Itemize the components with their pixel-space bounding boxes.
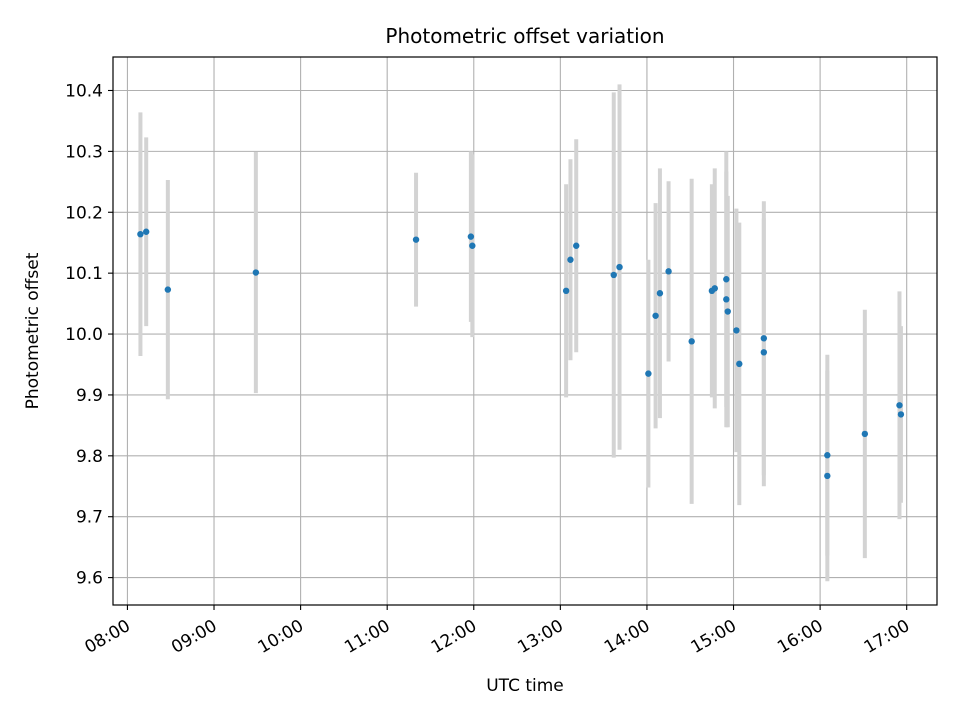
- y-tick-label: 10.1: [65, 264, 103, 284]
- y-tick-label: 9.7: [76, 508, 103, 528]
- data-point: [567, 256, 574, 263]
- data-point: [645, 370, 652, 377]
- data-point: [723, 276, 730, 283]
- data-point: [616, 263, 623, 271]
- data-point: [896, 402, 903, 409]
- data-point: [652, 312, 659, 319]
- data-point: [897, 411, 905, 418]
- data-point: [861, 430, 869, 438]
- data-point: [573, 242, 580, 249]
- x-axis-label: UTC time: [486, 676, 564, 696]
- data-point: [711, 285, 718, 292]
- data-point: [164, 286, 172, 293]
- data-point: [469, 242, 476, 249]
- data-point: [562, 287, 570, 295]
- chart-title: Photometric offset variation: [385, 24, 664, 48]
- data-point: [733, 327, 740, 334]
- y-axis: 9.6 9.7 9.8 9.9 10.0 10.1 10.2 10.3 10.4: [65, 81, 113, 589]
- data-point: [665, 268, 672, 275]
- data-point: [760, 335, 768, 342]
- y-tick-label: 10.0: [65, 325, 103, 345]
- y-tick-label: 10.3: [65, 142, 103, 162]
- data-point: [610, 271, 617, 279]
- data-point: [656, 290, 664, 297]
- data-point: [252, 269, 260, 276]
- y-tick-label: 9.8: [76, 447, 103, 467]
- data-point: [467, 233, 475, 240]
- data-point: [137, 230, 144, 238]
- data-point: [824, 472, 831, 480]
- plot-frame: [112, 56, 938, 606]
- y-axis-label: Photometric offset: [23, 252, 43, 409]
- data-point: [824, 452, 831, 459]
- data-point: [688, 338, 695, 345]
- data-point: [142, 228, 150, 235]
- data-point: [412, 236, 420, 243]
- y-tick-label: 10.2: [65, 203, 103, 223]
- grid: [113, 57, 937, 605]
- y-tick-label: 10.4: [65, 81, 103, 101]
- data-point: [724, 308, 731, 315]
- data-points: [137, 228, 905, 480]
- y-tick-label: 9.6: [76, 569, 103, 589]
- data-point: [760, 349, 768, 356]
- y-tick-label: 9.9: [76, 386, 103, 406]
- data-point: [736, 360, 743, 368]
- data-point: [723, 296, 730, 303]
